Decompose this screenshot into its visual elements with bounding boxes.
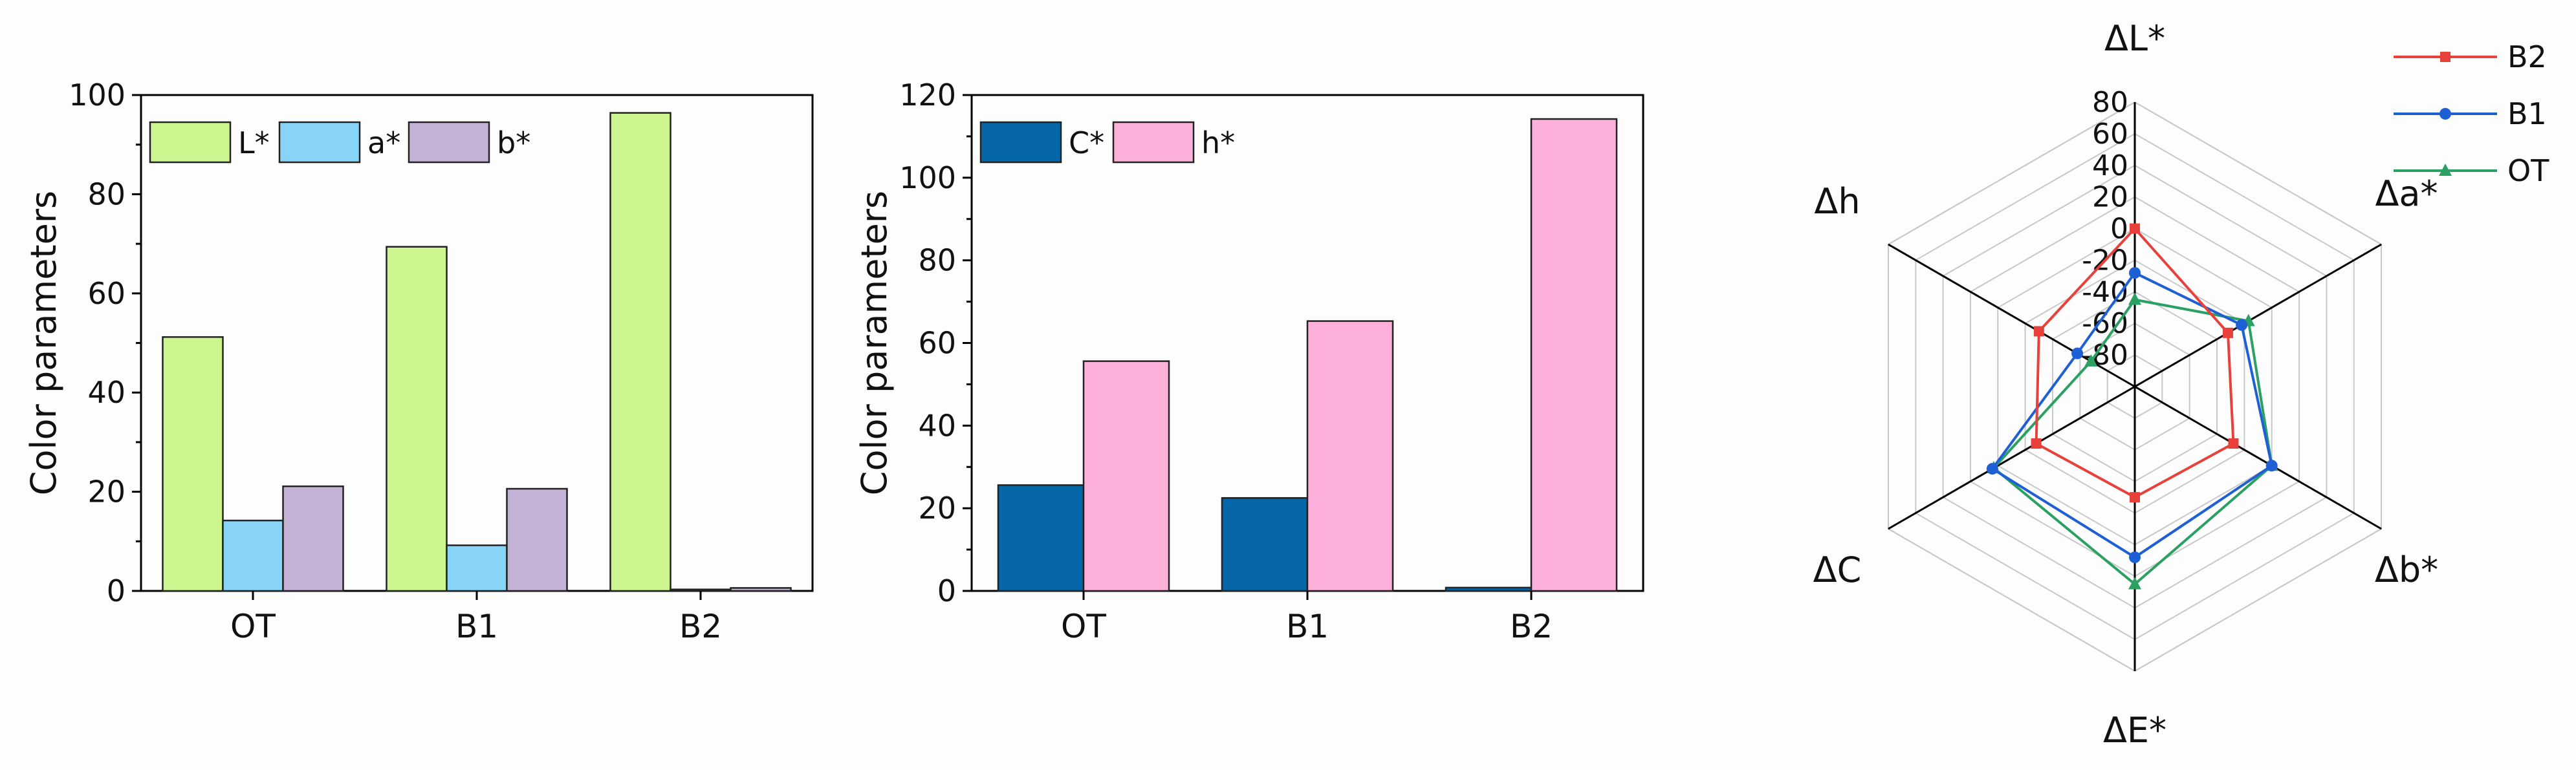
bar-b-B1 [506, 487, 568, 592]
y-tick-label: 0 [107, 573, 126, 608]
radar-tick-label: 80 [2092, 86, 2128, 119]
y-tick-label: 20 [87, 475, 126, 509]
x-category-label: B1 [455, 608, 498, 645]
bar-C-B1 [1221, 497, 1309, 592]
bar-a-B2 [670, 588, 732, 592]
radar-chart: 806040200-20-40-60-80ΔL*Δa*Δb*ΔE*ΔCΔhB2B… [1813, 18, 2550, 751]
y-tick-label: 20 [918, 491, 956, 526]
legend-swatch-C [979, 121, 1062, 164]
y-tick-label: 120 [899, 78, 956, 112]
legend-label: h* [1201, 125, 1235, 160]
y-tick-label: 60 [918, 326, 956, 361]
x-category-label: B2 [679, 608, 722, 645]
y-axis-title: Color parameters [23, 191, 64, 495]
bar-L-OT [162, 336, 224, 592]
y-tick-label: 60 [87, 276, 126, 311]
radar-spoke [1888, 385, 2135, 530]
bar-a-B1 [446, 544, 508, 592]
bar-chart-2: 0 20 40 60 80 100 120 Color parameters OT B1 B2 C* h… [854, 78, 1644, 645]
radar-tick-label: 0 [2110, 213, 2128, 246]
bar-b-OT [282, 485, 344, 592]
legend-marker-OT [2439, 164, 2452, 176]
y-tick-label: 40 [87, 375, 126, 410]
bar-L-B1 [386, 246, 448, 592]
legend-label: B2 [2507, 39, 2547, 74]
bar-h-B1 [1306, 320, 1394, 592]
y-tick-label: 80 [918, 243, 956, 278]
bar-h-B2 [1530, 118, 1618, 592]
radar-point-B1-3 [2129, 551, 2141, 563]
bar-a-OT [222, 519, 284, 592]
radar-point-OT-5 [2084, 354, 2098, 367]
radar-point-B1-5 [2071, 347, 2084, 359]
legend-label: a* [367, 125, 400, 160]
radar-tick-label: 40 [2092, 149, 2128, 182]
radar-point-B2-0 [2130, 223, 2140, 234]
bar-chart-1: 0 20 40 60 80 100 Color parameters OT B1 B2 L* a* b* [23, 78, 814, 645]
radar-spoke [2134, 243, 2382, 388]
legend-label: B1 [2507, 96, 2547, 131]
bar-L-B2 [609, 112, 671, 592]
bar-C-B2 [1445, 586, 1533, 592]
plot-frame [140, 94, 814, 592]
radar-axis-label: ΔC [1813, 550, 1862, 590]
bar-C-OT [997, 484, 1085, 592]
radar-point-B1-2 [2265, 460, 2278, 472]
legend-label: b* [497, 125, 530, 160]
radar-point-B1-4 [1986, 463, 1998, 475]
y-tick-label: 0 [937, 573, 956, 608]
radar-tick-label: -80 [2082, 339, 2128, 372]
radar-tick-label: 20 [2092, 181, 2128, 214]
y-tick-label: 100 [899, 160, 956, 195]
radar-spoke [2134, 385, 2382, 530]
radar-point-B2-4 [2031, 438, 2042, 449]
radar-point-B2-3 [2130, 492, 2140, 503]
legend-label: C* [1069, 125, 1104, 160]
radar-point-OT-0 [2128, 292, 2141, 305]
legend-swatch-a [278, 121, 361, 164]
radar-point-OT-3 [2128, 577, 2141, 590]
radar-point-B2-5 [2033, 326, 2044, 337]
legend-swatch-h [1112, 121, 1195, 164]
radar-point-B2-2 [2228, 438, 2239, 449]
x-category-label: OT [1061, 608, 1106, 645]
bar-b-B2 [730, 587, 792, 592]
y-tick-label: 100 [69, 78, 126, 112]
y-axis-title: Color parameters [854, 191, 895, 495]
y-tick-label: 40 [918, 408, 956, 443]
radar-tick-label: 60 [2092, 118, 2128, 151]
x-category-label: B1 [1286, 608, 1329, 645]
radar-axis-label: Δh [1814, 181, 1860, 222]
radar-point-B1-1 [2236, 319, 2248, 331]
legend-swatch-L [149, 121, 232, 164]
legend-label: OT [2507, 153, 2549, 188]
radar-axis-label: Δa* [2375, 173, 2438, 214]
legend-swatch-b [408, 121, 490, 164]
radar-axis-label: ΔL* [2104, 18, 2165, 59]
radar-axis-label: Δb* [2375, 550, 2438, 590]
legend-marker-B2 [2440, 52, 2450, 62]
bar-h-OT [1082, 360, 1170, 592]
radar-point-B1-0 [2129, 267, 2141, 279]
x-category-label: B2 [1510, 608, 1553, 645]
x-category-label: OT [230, 608, 276, 645]
radar-axis-label: ΔE* [2103, 710, 2167, 751]
radar-point-B2-1 [2222, 327, 2233, 338]
y-tick-label: 80 [87, 176, 126, 211]
legend-marker-B1 [2440, 108, 2451, 120]
legend-label: L* [238, 125, 270, 160]
